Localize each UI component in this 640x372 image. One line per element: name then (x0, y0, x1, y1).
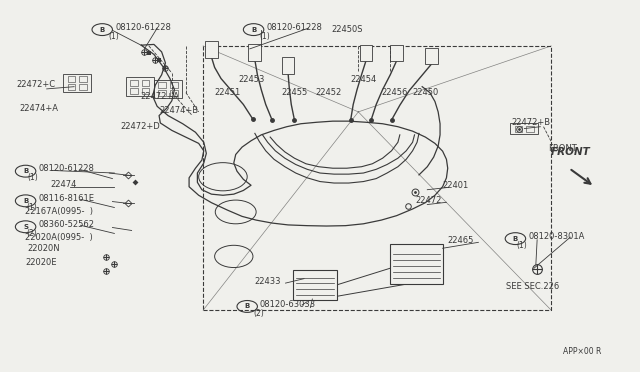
Bar (170, 90, 177, 96)
Text: B: B (23, 198, 28, 204)
Bar (170, 82, 177, 88)
Text: 22474+B: 22474+B (159, 106, 198, 115)
Text: B: B (100, 27, 105, 33)
Text: 08116-8161E: 08116-8161E (38, 194, 94, 203)
Bar (510, 124, 538, 134)
Text: 22472+A: 22472+A (140, 92, 179, 101)
Text: 22474+A: 22474+A (20, 104, 59, 113)
Text: 22455: 22455 (282, 88, 308, 97)
Text: 22450S: 22450S (332, 25, 363, 34)
Bar (159, 82, 166, 88)
Text: 08120-61228: 08120-61228 (115, 23, 171, 32)
Text: (1): (1) (28, 173, 38, 182)
Bar (360, 45, 372, 61)
Bar (131, 88, 138, 94)
Text: 22472: 22472 (416, 196, 442, 205)
Text: 22456: 22456 (381, 88, 408, 97)
Text: 22472+B: 22472+B (511, 118, 550, 127)
Bar (126, 77, 154, 96)
Text: 22401: 22401 (443, 181, 469, 190)
Bar (131, 80, 138, 86)
Text: 22454: 22454 (351, 75, 377, 84)
Bar (142, 80, 150, 86)
Text: B: B (513, 235, 518, 242)
Text: 22474: 22474 (51, 180, 77, 189)
Text: 22433: 22433 (255, 277, 282, 286)
Text: 22472+C: 22472+C (17, 80, 56, 89)
Text: 08120-61228: 08120-61228 (38, 164, 94, 173)
Text: (1): (1) (108, 32, 119, 41)
Bar (68, 76, 76, 82)
Text: (2): (2) (253, 308, 264, 318)
Bar (282, 57, 294, 74)
Text: (1): (1) (259, 32, 270, 41)
Text: B: B (251, 27, 256, 33)
Text: (1): (1) (516, 241, 527, 250)
Bar (203, 46, 551, 310)
Bar (390, 244, 443, 284)
Bar (159, 90, 166, 96)
Text: 22453: 22453 (238, 75, 264, 84)
Text: 08120-8301A: 08120-8301A (528, 232, 584, 241)
Text: FRONT: FRONT (548, 144, 577, 153)
Bar (426, 48, 438, 64)
Bar (526, 126, 534, 132)
Text: S: S (23, 224, 28, 230)
Text: SEE SEC.226: SEE SEC.226 (506, 282, 560, 291)
Bar (205, 41, 218, 58)
Text: B: B (23, 168, 28, 174)
Text: (1): (1) (26, 203, 37, 212)
Text: B: B (244, 304, 250, 310)
Text: FRONT: FRONT (551, 147, 591, 157)
Text: APP×00 R: APP×00 R (563, 347, 601, 356)
Bar (515, 126, 522, 132)
Text: (2): (2) (26, 229, 37, 238)
Bar (63, 74, 92, 92)
Text: 22020A(0995-  ): 22020A(0995- ) (25, 233, 93, 242)
Bar (142, 88, 150, 94)
Text: 22465: 22465 (448, 236, 474, 245)
Bar (68, 84, 76, 90)
Text: 22450: 22450 (413, 88, 439, 97)
Bar (293, 270, 337, 300)
Text: 22020N: 22020N (28, 244, 60, 253)
Bar (248, 44, 261, 61)
Bar (79, 84, 87, 90)
Text: 08360-52562: 08360-52562 (38, 220, 94, 229)
Text: 22167A(0995-  ): 22167A(0995- ) (25, 208, 93, 217)
Text: 22472+D: 22472+D (121, 122, 161, 131)
Text: 22451: 22451 (214, 88, 241, 97)
Text: 22452: 22452 (315, 88, 341, 97)
Bar (154, 80, 182, 98)
Text: 22020E: 22020E (25, 258, 56, 267)
Text: 08120-61228: 08120-61228 (266, 23, 322, 32)
Text: 08120-63033: 08120-63033 (260, 300, 316, 309)
Bar (390, 45, 403, 61)
Bar (79, 76, 87, 82)
